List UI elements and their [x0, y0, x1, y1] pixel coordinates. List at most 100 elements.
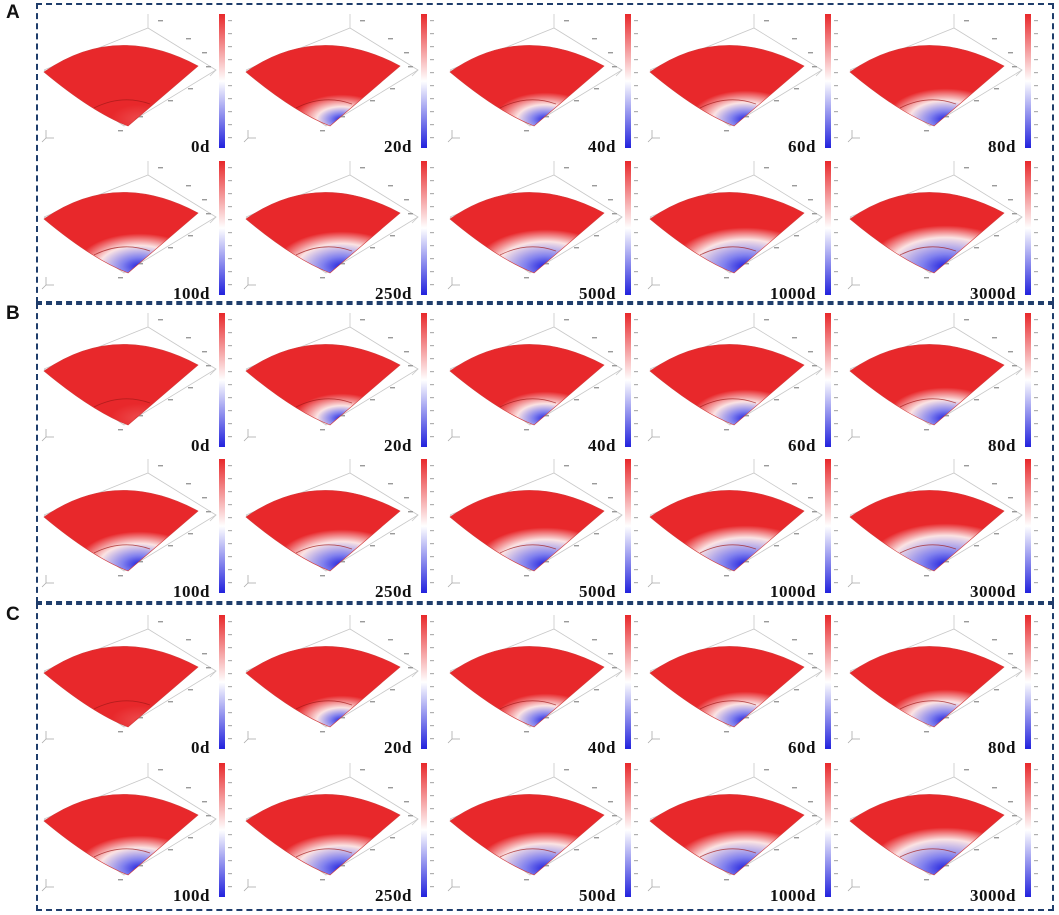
plot-graphic: [847, 763, 1038, 897]
simulation-plot: 20d: [240, 307, 440, 455]
axis-orientation-icon: [647, 277, 660, 290]
panel-label: B: [6, 303, 20, 324]
surface-plot: [449, 192, 605, 274]
surface-plot: [245, 490, 401, 572]
colorbar: [825, 763, 831, 897]
plot-graphic: [243, 313, 434, 447]
simulation-plot: 1000d: [644, 155, 844, 303]
plot-graphic: [41, 763, 232, 897]
simulation-plot: 3000d: [844, 453, 1044, 601]
time-label: 100d: [173, 886, 210, 905]
simulation-plot: 1000d: [644, 757, 844, 905]
time-label: 40d: [588, 738, 616, 757]
time-label: 3000d: [970, 886, 1016, 905]
plot-graphic: [447, 161, 638, 295]
simulation-plot: 100d: [38, 757, 238, 905]
plot-graphic: [647, 615, 838, 749]
surface-plot: [649, 45, 805, 127]
surface-plot: [649, 344, 805, 426]
simulation-plot: 0d: [38, 8, 238, 156]
axis-orientation-icon: [847, 277, 860, 290]
time-label: 80d: [988, 137, 1016, 156]
simulation-plot: 0d: [38, 609, 238, 757]
surface-plot: [245, 344, 401, 426]
surface-plot: [849, 794, 1005, 876]
time-label: 100d: [173, 284, 210, 303]
colorbar: [421, 763, 427, 897]
time-label: 1000d: [770, 582, 816, 601]
time-label: 20d: [384, 137, 412, 156]
time-label: 20d: [384, 436, 412, 455]
axis-orientation-icon: [647, 575, 660, 588]
colorbar: [219, 763, 225, 897]
colorbar: [625, 459, 631, 593]
time-label: 20d: [384, 738, 412, 757]
time-label: 40d: [588, 137, 616, 156]
surface-plot: [849, 45, 1005, 127]
surface-plot: [43, 344, 199, 426]
axis-orientation-icon: [447, 130, 460, 143]
time-label: 100d: [173, 582, 210, 601]
axis-orientation-icon: [243, 130, 256, 143]
simulation-plot: 3000d: [844, 757, 1044, 905]
simulation-plot: 500d: [444, 453, 644, 601]
surface-plot: [649, 794, 805, 876]
panel-label: A: [6, 2, 20, 23]
simulation-plot: 1000d: [644, 453, 844, 601]
simulation-plot: 40d: [444, 609, 644, 757]
simulation-plot: 60d: [644, 307, 844, 455]
plot-graphic: [243, 14, 434, 148]
colorbar: [219, 313, 225, 447]
axis-orientation-icon: [41, 130, 54, 143]
colorbar: [825, 459, 831, 593]
axis-orientation-icon: [647, 731, 660, 744]
simulation-plot: 500d: [444, 155, 644, 303]
surface-plot: [43, 646, 199, 728]
axis-orientation-icon: [447, 575, 460, 588]
time-label: 250d: [375, 582, 412, 601]
surface-plot: [449, 646, 605, 728]
time-label: 80d: [988, 738, 1016, 757]
plot-graphic: [847, 615, 1038, 749]
time-label: 0d: [191, 436, 210, 455]
plot-graphic: [447, 313, 638, 447]
axis-orientation-icon: [41, 879, 54, 892]
plot-graphic: [447, 763, 638, 897]
colorbar: [219, 14, 225, 148]
axis-orientation-icon: [847, 731, 860, 744]
plot-graphic: [647, 313, 838, 447]
panel-b-frame: [36, 303, 1054, 603]
surface-plot: [449, 45, 605, 127]
colorbar: [1025, 161, 1031, 295]
time-label: 0d: [191, 137, 210, 156]
axis-orientation-icon: [243, 575, 256, 588]
plot-graphic: [41, 459, 232, 593]
surface-plot: [849, 344, 1005, 426]
time-label: 60d: [788, 137, 816, 156]
axis-orientation-icon: [647, 130, 660, 143]
surface-plot: [649, 646, 805, 728]
time-label: 40d: [588, 436, 616, 455]
colorbar: [825, 313, 831, 447]
simulation-plot: 20d: [240, 609, 440, 757]
panel-a-frame: [36, 3, 1054, 303]
axis-orientation-icon: [41, 731, 54, 744]
colorbar: [825, 615, 831, 749]
axis-orientation-icon: [647, 429, 660, 442]
colorbar: [825, 161, 831, 295]
time-label: 3000d: [970, 582, 1016, 601]
time-label: 60d: [788, 738, 816, 757]
colorbar: [1025, 313, 1031, 447]
colorbar: [219, 459, 225, 593]
plot-graphic: [847, 459, 1038, 593]
axis-orientation-icon: [243, 879, 256, 892]
axis-orientation-icon: [243, 277, 256, 290]
simulation-plot: 40d: [444, 8, 644, 156]
axis-orientation-icon: [447, 879, 460, 892]
axis-orientation-icon: [41, 429, 54, 442]
time-label: 500d: [579, 582, 616, 601]
surface-plot: [849, 192, 1005, 274]
simulation-plot: 3000d: [844, 155, 1044, 303]
simulation-plot: 80d: [844, 609, 1044, 757]
simulation-plot: 20d: [240, 8, 440, 156]
